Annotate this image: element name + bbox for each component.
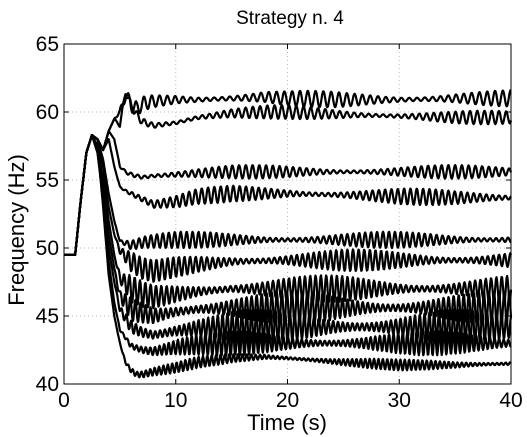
series-line: [63, 134, 512, 256]
axis-ticks: 0 10 20 30 40 40 45 50 55 60 65: [36, 33, 523, 412]
series-group: [63, 89, 513, 379]
series-line: [63, 89, 512, 256]
series-line: [63, 92, 513, 256]
x-tick-label: 10: [164, 389, 187, 412]
x-tick-label: 20: [276, 389, 299, 412]
series-line: [63, 134, 513, 326]
series-line: [63, 134, 513, 310]
y-tick-label: 50: [36, 237, 59, 260]
x-tick-label: 40: [499, 389, 522, 412]
y-tick-label: 55: [36, 169, 59, 192]
x-axis-label: Time (s): [247, 410, 327, 435]
y-tick-label: 40: [36, 373, 59, 396]
series-line: [63, 134, 512, 256]
x-tick-label: 30: [388, 389, 411, 412]
series-line: [63, 134, 512, 379]
y-tick-label: 60: [36, 101, 59, 124]
y-axis-label: Frequency (Hz): [4, 154, 29, 306]
y-tick-label: 65: [36, 33, 59, 56]
series-line: [63, 129, 513, 256]
x-tick-label: 0: [58, 389, 70, 412]
y-tick-label: 45: [36, 305, 59, 328]
chart-title: Strategy n. 4: [236, 8, 344, 29]
series-line: [63, 134, 512, 357]
series-line: [63, 134, 513, 283]
